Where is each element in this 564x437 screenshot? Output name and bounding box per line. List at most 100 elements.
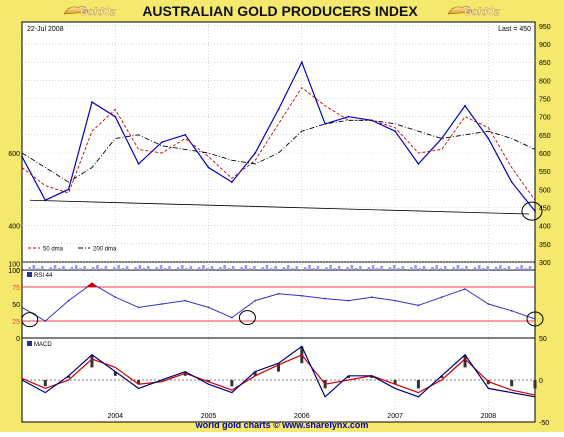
rsi-point [44, 320, 47, 322]
volume-bar [138, 265, 142, 270]
volume-bar [503, 268, 506, 270]
rsi-ytick: 25 [12, 319, 20, 326]
volume-bar [299, 269, 303, 270]
volume-bar [312, 268, 316, 270]
volume-bar [494, 267, 498, 270]
rsi-point [510, 309, 513, 312]
volume-bar [393, 265, 396, 270]
volume-bar [486, 266, 489, 270]
rsi-point [370, 296, 373, 299]
rsi-point [347, 299, 350, 302]
series-macd [21, 345, 536, 398]
volume-bar [278, 269, 282, 270]
volume-bar [363, 269, 366, 270]
volume-bar [49, 267, 53, 270]
price-point [91, 101, 93, 104]
price-point [21, 155, 23, 158]
rsi-ytick: 75 [12, 285, 20, 292]
price-point [417, 162, 420, 165]
price-point [277, 108, 280, 111]
volume-bar [316, 266, 320, 270]
volume-bar [240, 267, 243, 270]
volume-bar [125, 266, 129, 270]
circle-marker [526, 311, 544, 327]
plot-area [22, 22, 535, 422]
rsi-point [440, 296, 443, 299]
macd-label: MACD [34, 342, 52, 348]
price-ytick-right: 350 [539, 242, 551, 249]
volume-bar [418, 268, 422, 270]
volume-bar [91, 267, 95, 270]
volume-ytick: 100 [8, 261, 20, 268]
price-point [394, 130, 396, 133]
volume-bar [376, 268, 379, 270]
volume-bar [57, 268, 61, 270]
volume-bar [28, 267, 31, 270]
rsi-point [184, 299, 187, 302]
volume-bar [516, 267, 519, 270]
price-point [324, 123, 327, 125]
volume-bar [147, 266, 150, 270]
series-50-dma [21, 86, 536, 201]
price-point [464, 104, 466, 107]
rsi-point [207, 306, 210, 309]
volume-bars [24, 265, 532, 270]
rsi-point [67, 299, 70, 302]
volume-bar [100, 268, 103, 270]
macd-panel: MACD -50 0 50 [21, 336, 549, 427]
volume-bar [325, 267, 328, 270]
price-point [347, 115, 350, 118]
circle-marker [21, 312, 39, 328]
macd-histogram-bar [230, 380, 234, 387]
rsi-yticks: 0 25 50 75 100 [8, 268, 20, 343]
x-axis: 2004 2005 2006 2007 2008 [107, 413, 496, 420]
volume-bar [380, 266, 383, 270]
volume-bar [121, 268, 125, 270]
volume-bar [219, 267, 222, 270]
volume-bar [231, 266, 235, 270]
volume-bar [244, 265, 248, 270]
volume-bar [130, 269, 133, 270]
volume-bar [210, 266, 214, 270]
volume-bar [511, 269, 515, 270]
price-point [534, 210, 536, 213]
price-ytick-right: 450 [539, 205, 551, 212]
volume-bar [435, 265, 439, 270]
volume-bar [371, 265, 375, 270]
price-point [370, 119, 373, 122]
price-yticks: 300 350 400 450 500 550 600 650 700 750 800 850 900 9… [8, 24, 550, 267]
macd-ytick: 0 [539, 378, 543, 385]
date-label: 22-Jul 2008 [27, 26, 64, 33]
volume-bar [477, 265, 481, 270]
price-ytick-right: 300 [539, 260, 551, 267]
macd-legend-swatch [27, 341, 32, 346]
x-tick-label: 2004 [107, 413, 123, 420]
circle-marker [521, 201, 543, 221]
volume-bar [45, 269, 48, 270]
volume-bar [214, 269, 218, 270]
volume-bar [265, 265, 269, 270]
macd-histogram-bar [346, 375, 350, 378]
macd-yticks: -50 0 50 [539, 336, 549, 427]
macd-histogram-bar [253, 371, 257, 376]
support-trendline [29, 199, 530, 215]
rsi-ytick: 50 [12, 302, 20, 309]
rsi-series [21, 282, 544, 328]
volume-bar [74, 265, 78, 270]
rsi-ytick: 0 [16, 336, 20, 343]
volume-bar [113, 267, 116, 270]
volume-bar [117, 265, 120, 270]
volume-bar [142, 268, 146, 270]
macd-ytick: 50 [539, 336, 547, 343]
volume-bar [36, 268, 40, 270]
rsi-point [300, 294, 303, 297]
price-point [300, 61, 303, 64]
price-point [161, 141, 163, 143]
volume-bar [303, 267, 307, 270]
volume-bar [465, 266, 468, 270]
x-tick-label: 2006 [294, 413, 310, 420]
volume-bar [350, 265, 354, 270]
volume-bar [227, 268, 231, 270]
